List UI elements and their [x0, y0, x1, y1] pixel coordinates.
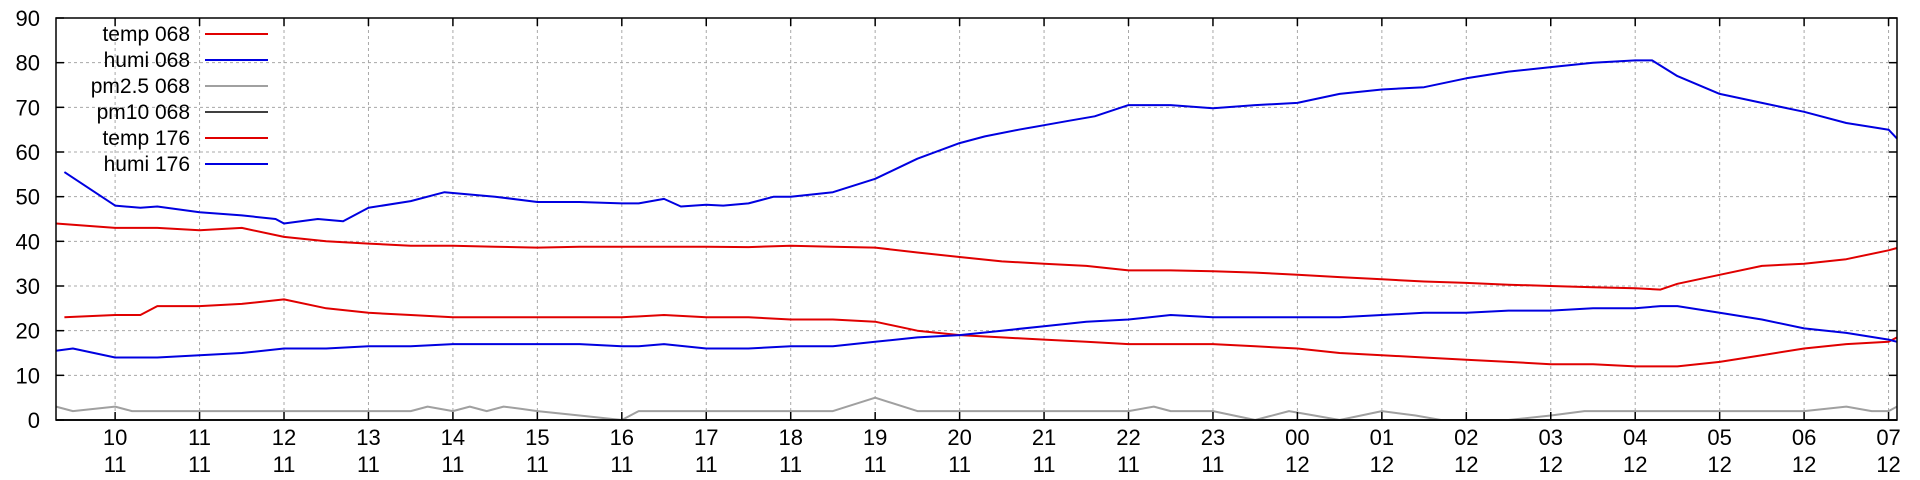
y-tick-label: 30	[16, 274, 40, 299]
x-tick-day-label: 18	[778, 425, 802, 450]
x-tick-month-label: 11	[104, 452, 127, 477]
x-tick-month-label: 12	[1876, 452, 1900, 477]
x-tick-month-label: 12	[1370, 452, 1394, 477]
legend-label: humi 068	[104, 49, 190, 72]
x-tick-day-label: 01	[1370, 425, 1394, 450]
x-tick-day-label: 03	[1539, 425, 1563, 450]
y-tick-label: 70	[16, 95, 40, 120]
x-tick-month-label: 11	[526, 452, 549, 477]
y-axis: 0 10 20 30 40 50 60 70 80 90	[16, 6, 1897, 433]
x-tick-day-label: 00	[1285, 425, 1309, 450]
x-tick-month-label: 11	[1117, 452, 1140, 477]
x-tick-day-label: 10	[103, 425, 127, 450]
x-tick-day-label: 15	[525, 425, 549, 450]
x-tick-month-label: 11	[273, 452, 296, 477]
x-tick-day-label: 12	[272, 425, 296, 450]
y-tick-label: 20	[16, 319, 40, 344]
series-line-temp-176	[64, 298, 1898, 368]
x-tick-day-label: 06	[1792, 425, 1816, 450]
series-line-temp-068	[55, 222, 1898, 291]
series-line-humi-176	[55, 305, 1898, 359]
x-tick-month-label: 11	[357, 452, 380, 477]
y-tick-label: 60	[16, 140, 40, 165]
x-tick-day-label: 22	[1116, 425, 1140, 450]
x-tick-day-label: 14	[441, 425, 465, 450]
y-tick-label: 90	[16, 6, 40, 31]
legend-label: humi 176	[104, 153, 190, 176]
x-tick-day-label: 13	[356, 425, 380, 450]
x-tick-month-label: 11	[695, 452, 718, 477]
legend: temp 068 humi 068 pm2.5 068 pm10 068 temp 17…	[91, 23, 268, 176]
y-tick-label: 40	[16, 229, 40, 254]
legend-label: temp 068	[102, 23, 190, 46]
x-tick-month-label: 11	[779, 452, 802, 477]
x-tick-month-label: 11	[948, 452, 971, 477]
x-tick-day-label: 05	[1707, 425, 1731, 450]
x-tick-day-label: 02	[1454, 425, 1478, 450]
x-tick-day-label: 21	[1032, 425, 1056, 450]
legend-label: temp 176	[102, 127, 190, 150]
x-tick-day-label: 20	[947, 425, 971, 450]
y-tick-label: 10	[16, 363, 40, 388]
x-tick-month-label: 12	[1539, 452, 1563, 477]
x-tick-day-label: 19	[863, 425, 887, 450]
series-line-humi-068	[63, 59, 1898, 225]
x-tick-day-label: 16	[610, 425, 634, 450]
x-tick-month-label: 11	[1033, 452, 1056, 477]
x-tick-day-label: 23	[1201, 425, 1225, 450]
series-line-pm2-5-068	[55, 396, 1898, 421]
y-tick-label: 0	[28, 408, 40, 433]
x-tick-month-label: 12	[1285, 452, 1309, 477]
x-tick-month-label: 11	[441, 452, 464, 477]
y-tick-label: 80	[16, 51, 40, 76]
plot-frame	[55, 17, 1898, 421]
x-tick-day-label: 17	[694, 425, 718, 450]
x-tick-day-label: 11	[188, 425, 211, 450]
grid	[56, 18, 1897, 420]
x-axis: 1011111112111311141115111611171118111911…	[103, 18, 1901, 477]
y-tick-label: 50	[16, 185, 40, 210]
x-tick-day-label: 04	[1623, 425, 1647, 450]
x-tick-month-label: 12	[1707, 452, 1731, 477]
legend-label: pm10 068	[97, 101, 190, 124]
x-tick-month-label: 11	[610, 452, 633, 477]
x-tick-month-label: 11	[1202, 452, 1225, 477]
x-tick-month-label: 12	[1623, 452, 1647, 477]
x-tick-month-label: 11	[188, 452, 211, 477]
legend-label: pm2.5 068	[91, 75, 190, 98]
x-tick-month-label: 12	[1454, 452, 1478, 477]
x-tick-day-label: 07	[1876, 425, 1900, 450]
plot-background	[56, 18, 1897, 420]
x-tick-month-label: 12	[1792, 452, 1816, 477]
x-tick-month-label: 11	[864, 452, 887, 477]
